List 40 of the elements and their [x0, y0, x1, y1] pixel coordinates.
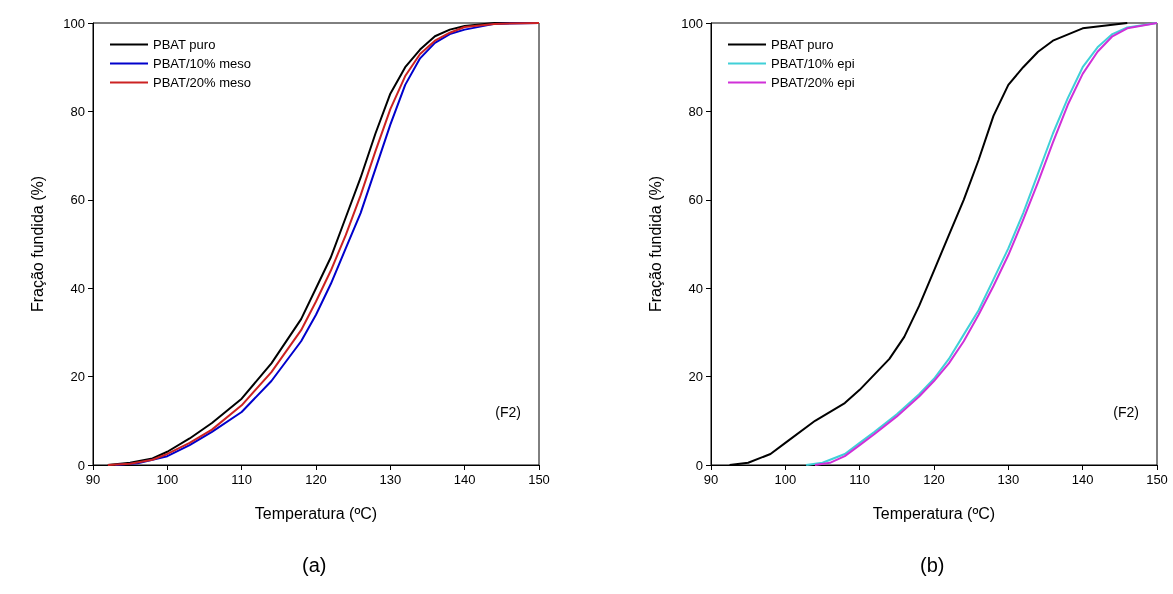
y-tick-label: 100 [63, 15, 85, 31]
x-tick-label: 150 [1146, 472, 1168, 487]
x-tick-label: 120 [305, 472, 327, 487]
x-tick-label: 90 [85, 472, 101, 487]
legend-label: PBAT puro [771, 37, 834, 52]
text: (a) [302, 554, 327, 576]
legend-label: PBAT puro [153, 37, 216, 52]
y-tick-label: 0 [695, 457, 703, 473]
annotation: (F2) [1113, 404, 1140, 420]
legend-label: PBAT/10% meso [153, 56, 252, 71]
x-tick-label: 120 [923, 472, 945, 487]
y-tick-label: 60 [688, 192, 703, 208]
y-tick-label: 100 [681, 15, 703, 31]
y-tick-label: 20 [688, 369, 703, 385]
y-axis-title: Fração fundida (%) [28, 175, 46, 313]
x-tick-label: 130 [997, 472, 1020, 487]
legend-label: PBAT/20% meso [153, 75, 252, 90]
x-tick-label: 150 [528, 472, 550, 487]
y-tick-label: 0 [77, 457, 85, 473]
x-tick-label: 140 [1071, 472, 1094, 487]
y-tick-label: 40 [70, 280, 85, 296]
y-tick-label: 60 [70, 192, 85, 208]
legend-label: PBAT/20% epi [771, 75, 855, 90]
x-tick-label: 110 [849, 472, 871, 487]
annotation: (F2) [495, 404, 522, 420]
x-axis-title: Temperatura (ºC) [872, 504, 996, 522]
x-axis-title: Temperatura (ºC) [254, 504, 378, 522]
x-tick-label: 130 [379, 472, 402, 487]
y-tick-label: 40 [688, 280, 703, 296]
x-tick-label: 110 [231, 472, 253, 487]
y-tick-label: 80 [688, 103, 703, 119]
y-tick-label: 20 [70, 369, 85, 385]
x-tick-label: 140 [453, 472, 476, 487]
x-tick-label: 100 [156, 472, 179, 487]
y-tick-label: 80 [70, 103, 85, 119]
text: (b) [920, 554, 945, 576]
y-axis-title: Fração fundida (%) [646, 175, 664, 313]
x-tick-label: 90 [703, 472, 719, 487]
legend-label: PBAT/10% epi [771, 56, 855, 71]
x-tick-label: 100 [774, 472, 797, 487]
